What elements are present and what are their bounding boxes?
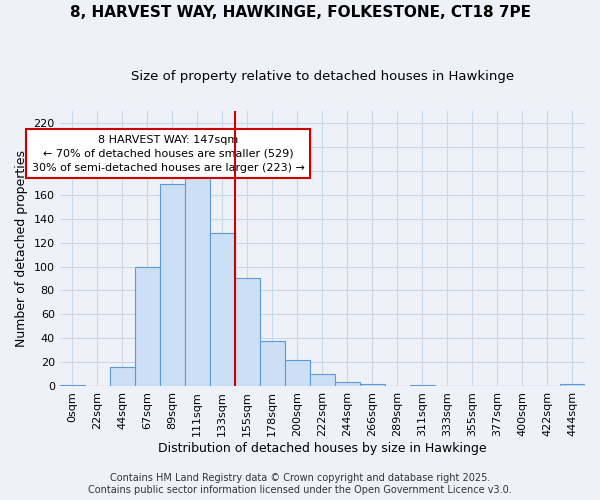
Text: Contains HM Land Registry data © Crown copyright and database right 2025.
Contai: Contains HM Land Registry data © Crown c… bbox=[88, 474, 512, 495]
Bar bbox=[135, 266, 160, 386]
Bar bbox=[110, 368, 135, 386]
Bar bbox=[285, 360, 310, 386]
Title: Size of property relative to detached houses in Hawkinge: Size of property relative to detached ho… bbox=[131, 70, 514, 83]
Bar bbox=[560, 384, 585, 386]
Bar bbox=[235, 278, 260, 386]
Y-axis label: Number of detached properties: Number of detached properties bbox=[15, 150, 28, 347]
Text: 8 HARVEST WAY: 147sqm
← 70% of detached houses are smaller (529)
30% of semi-det: 8 HARVEST WAY: 147sqm ← 70% of detached … bbox=[32, 134, 305, 172]
Text: 8, HARVEST WAY, HAWKINGE, FOLKESTONE, CT18 7PE: 8, HARVEST WAY, HAWKINGE, FOLKESTONE, CT… bbox=[70, 5, 530, 20]
Bar bbox=[335, 382, 360, 386]
X-axis label: Distribution of detached houses by size in Hawkinge: Distribution of detached houses by size … bbox=[158, 442, 487, 455]
Bar bbox=[310, 374, 335, 386]
Bar bbox=[160, 184, 185, 386]
Bar bbox=[260, 341, 285, 386]
Bar bbox=[360, 384, 385, 386]
Bar bbox=[185, 173, 210, 386]
Bar bbox=[210, 233, 235, 386]
